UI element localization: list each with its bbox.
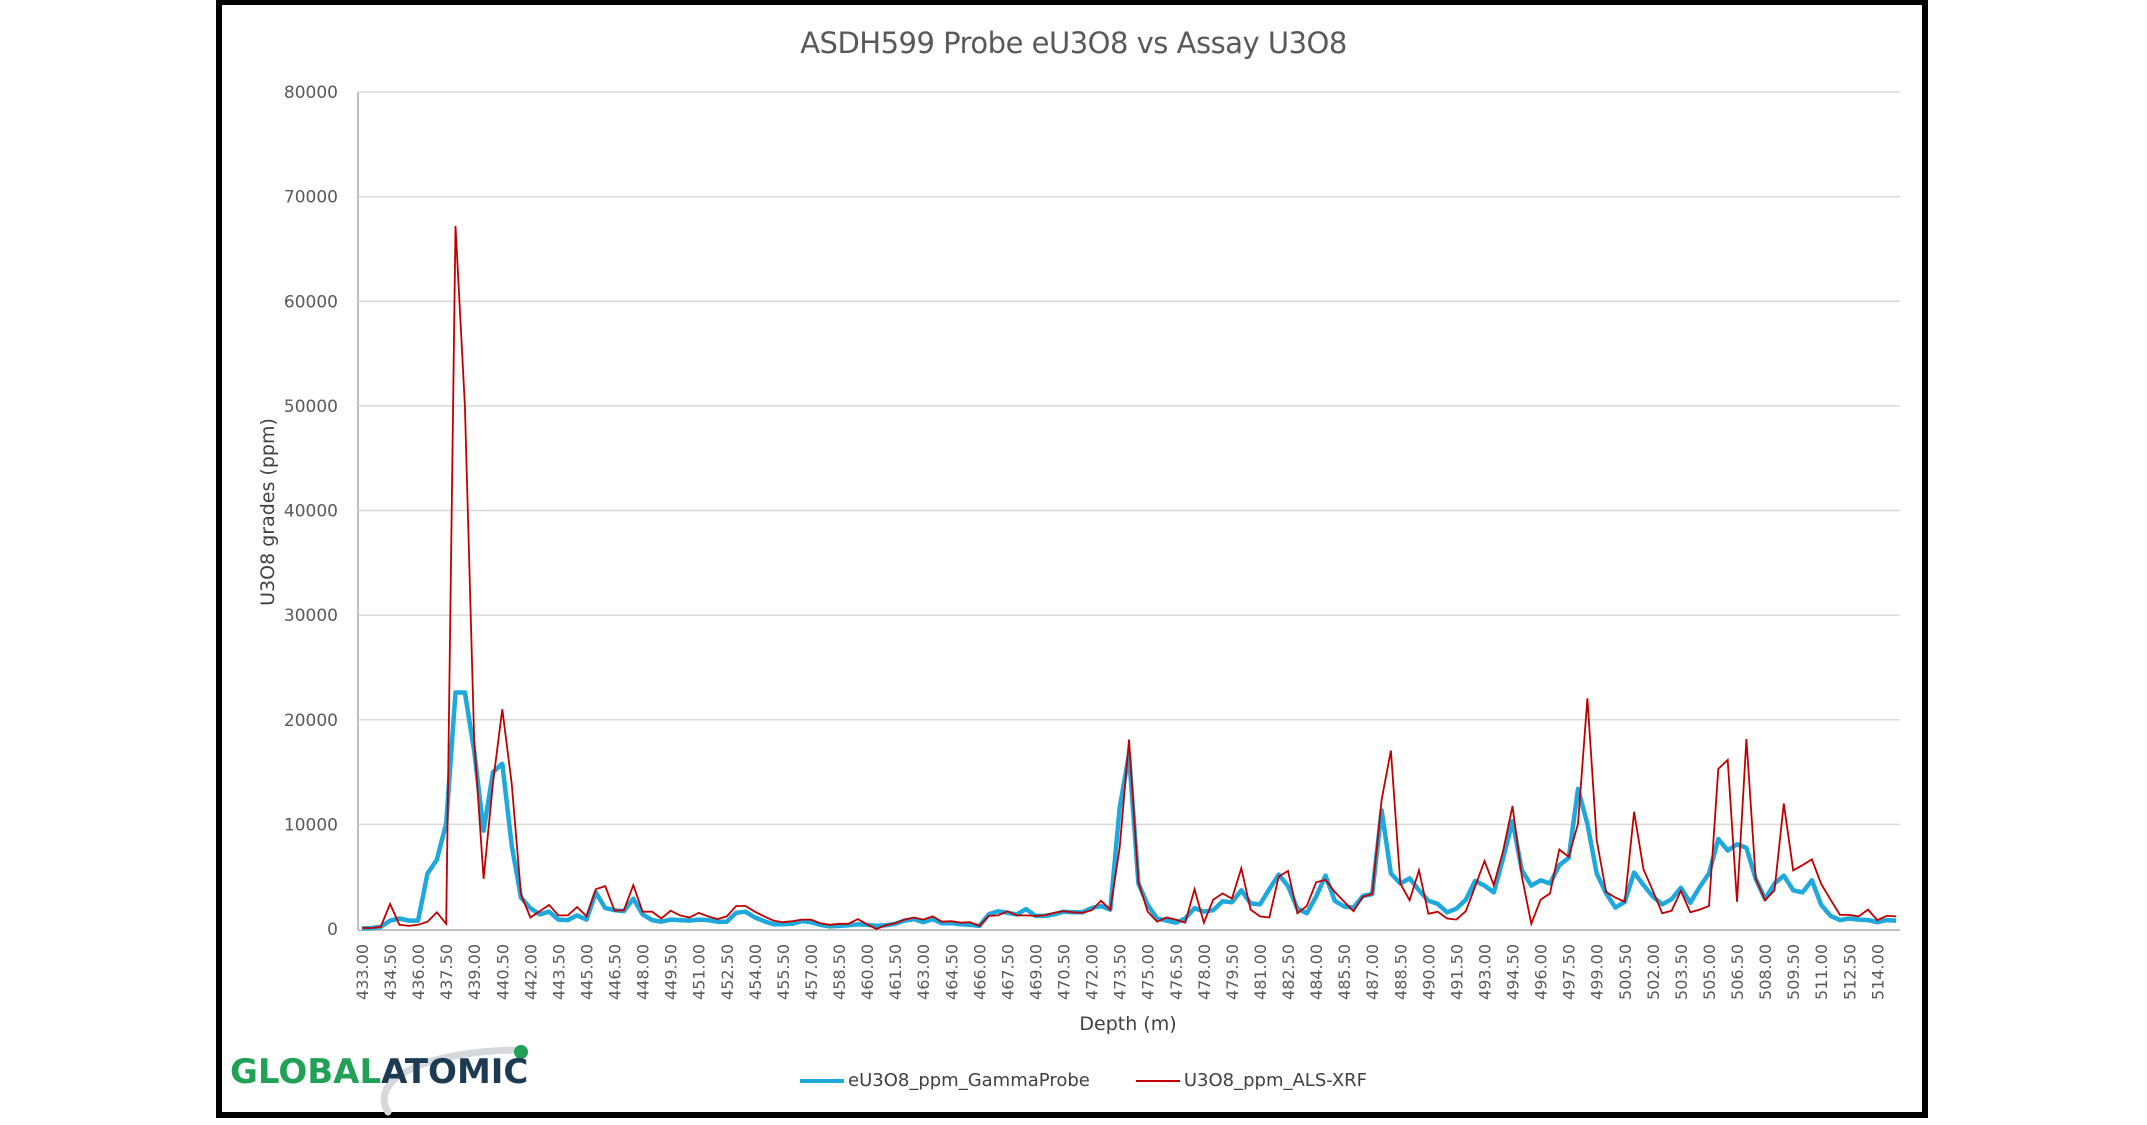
svg-text:464.50: 464.50 [942, 944, 961, 1000]
svg-text:445.00: 445.00 [577, 944, 596, 1000]
svg-text:476.50: 476.50 [1167, 944, 1186, 1000]
svg-text:442.00: 442.00 [521, 944, 540, 1000]
svg-text:452.50: 452.50 [718, 944, 737, 1000]
svg-text:484.00: 484.00 [1307, 944, 1326, 1000]
svg-text:458.50: 458.50 [830, 944, 849, 1000]
svg-text:472.00: 472.00 [1083, 944, 1102, 1000]
legend-item-als-xrf: U3O8_ppm_ALS-XRF [1135, 1070, 1368, 1091]
svg-text:454.00: 454.00 [746, 944, 765, 1000]
chart-legend: eU3O8_ppm_GammaProbe U3O8_ppm_ALS-XRF [800, 1070, 1367, 1091]
svg-text:457.00: 457.00 [802, 944, 821, 1000]
svg-text:514.00: 514.00 [1868, 944, 1887, 1000]
svg-text:439.00: 439.00 [465, 944, 484, 1000]
svg-text:485.50: 485.50 [1335, 944, 1354, 1000]
series-line-gamma-probe [361, 690, 1897, 931]
svg-text:490.00: 490.00 [1419, 944, 1438, 1000]
svg-text:455.50: 455.50 [774, 944, 793, 1000]
svg-text:60000: 60000 [284, 292, 338, 312]
svg-text:467.50: 467.50 [998, 944, 1017, 1000]
svg-text:511.00: 511.00 [1812, 944, 1831, 1000]
svg-text:80000: 80000 [284, 83, 338, 103]
svg-text:20000: 20000 [284, 711, 338, 731]
svg-text:479.50: 479.50 [1223, 944, 1242, 1000]
global-atomic-logo: GLOBALATOMIC [228, 1038, 558, 1118]
svg-text:470.50: 470.50 [1055, 944, 1074, 1000]
legend-label: eU3O8_ppm_GammaProbe [848, 1070, 1090, 1091]
svg-text:500.50: 500.50 [1616, 944, 1635, 1000]
svg-text:461.50: 461.50 [886, 944, 905, 1000]
svg-text:488.50: 488.50 [1391, 944, 1410, 1000]
svg-text:503.50: 503.50 [1672, 944, 1691, 1000]
svg-text:70000: 70000 [284, 188, 338, 208]
x-axis-ticks: 433.00 434.50 436.00 437.50 439.00 440.50 442.… [353, 944, 1887, 1000]
svg-text:512.50: 512.50 [1840, 944, 1859, 1000]
svg-text:505.00: 505.00 [1700, 944, 1719, 1000]
legend-item-gamma-probe: eU3O8_ppm_GammaProbe [800, 1070, 1090, 1091]
svg-text:508.00: 508.00 [1756, 944, 1775, 1000]
legend-swatch-red-icon [1135, 1079, 1180, 1082]
svg-text:475.00: 475.00 [1139, 944, 1158, 1000]
svg-text:30000: 30000 [284, 606, 338, 626]
svg-text:436.00: 436.00 [409, 944, 428, 1000]
svg-text:473.50: 473.50 [1111, 944, 1130, 1000]
svg-text:497.50: 497.50 [1560, 944, 1579, 1000]
svg-text:449.50: 449.50 [662, 944, 681, 1000]
y-axis-title: U3O8 grades (ppm) [257, 418, 279, 606]
svg-text:440.50: 440.50 [493, 944, 512, 1000]
y-axis-ticks: 0 10000 20000 30000 40000 50000 60000 70000 8000… [284, 83, 338, 940]
svg-text:496.00: 496.00 [1532, 944, 1551, 1000]
svg-text:491.50: 491.50 [1447, 944, 1466, 1000]
chart-title: ASDH599 Probe eU3O8 vs Assay U3O8 [800, 26, 1347, 60]
svg-text:469.00: 469.00 [1026, 944, 1045, 1000]
svg-text:434.50: 434.50 [381, 944, 400, 1000]
legend-label: U3O8_ppm_ALS-XRF [1183, 1070, 1368, 1091]
svg-text:433.00: 433.00 [353, 944, 372, 1000]
svg-text:478.00: 478.00 [1195, 944, 1214, 1000]
svg-text:506.50: 506.50 [1728, 944, 1747, 1000]
gridlines [358, 91, 1900, 826]
svg-text:499.00: 499.00 [1588, 944, 1607, 1000]
svg-text:40000: 40000 [284, 502, 338, 522]
svg-text:493.00: 493.00 [1475, 944, 1494, 1000]
svg-text:481.00: 481.00 [1251, 944, 1270, 1000]
svg-text:466.00: 466.00 [970, 944, 989, 1000]
svg-text:443.50: 443.50 [549, 944, 568, 1000]
chart-frame [216, 0, 1928, 1118]
svg-text:494.50: 494.50 [1504, 944, 1523, 1000]
svg-text:451.00: 451.00 [690, 944, 709, 1000]
series-line-als-xrf [362, 225, 1897, 930]
svg-text:463.00: 463.00 [914, 944, 933, 1000]
svg-text:446.50: 446.50 [606, 944, 625, 1000]
legend-swatch-blue-icon [800, 1078, 844, 1083]
svg-text:460.00: 460.00 [858, 944, 877, 1000]
logo-orbit-icon [380, 1045, 528, 1116]
svg-text:10000: 10000 [284, 815, 338, 835]
svg-text:437.50: 437.50 [437, 944, 456, 1000]
svg-text:0: 0 [327, 920, 338, 940]
svg-text:509.50: 509.50 [1784, 944, 1803, 1000]
x-axis-title: Depth (m) [1079, 1013, 1176, 1035]
logo-text: GLOBALATOMIC [230, 1052, 529, 1092]
svg-text:482.50: 482.50 [1279, 944, 1298, 1000]
svg-text:50000: 50000 [284, 397, 338, 417]
svg-text:502.00: 502.00 [1644, 944, 1663, 1000]
svg-text:487.00: 487.00 [1363, 944, 1382, 1000]
svg-text:448.00: 448.00 [634, 944, 653, 1000]
